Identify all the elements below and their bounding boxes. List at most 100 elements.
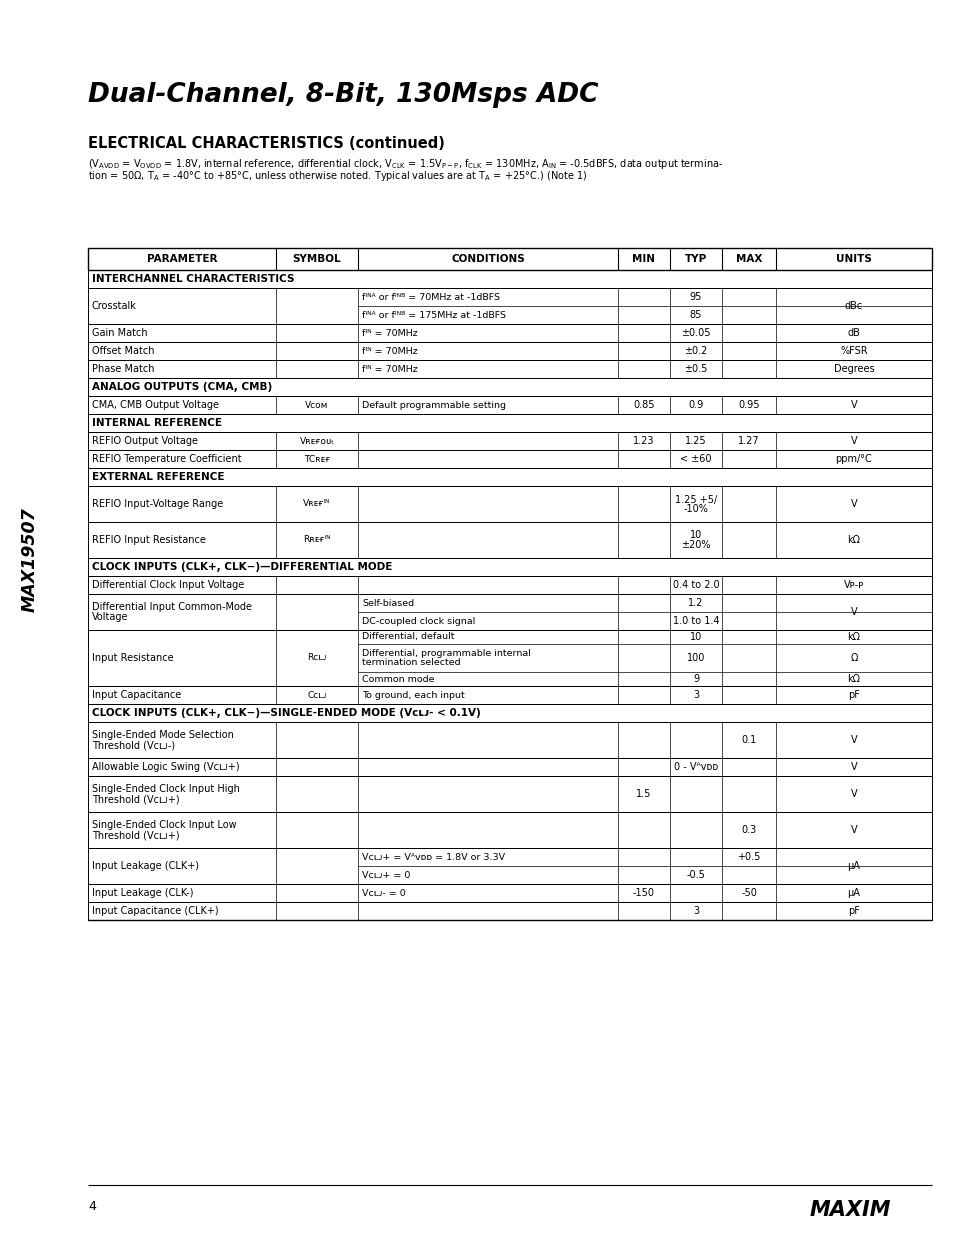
Bar [88,359,931,378]
Text: MAXIM: MAXIM [808,1200,890,1220]
Text: Differential Clock Input Voltage: Differential Clock Input Voltage [91,580,244,590]
Text: CMA, CMB Output Voltage: CMA, CMB Output Voltage [91,400,219,410]
Text: Degrees: Degrees [833,364,873,374]
Text: CONDITIONS: CONDITIONS [451,254,524,264]
Text: Differential, programmable internal: Differential, programmable internal [361,650,530,658]
Text: Single-Ended Clock Input Low: Single-Ended Clock Input Low [91,820,236,830]
Text: 0.9: 0.9 [688,400,703,410]
Text: Self-biased: Self-biased [361,599,414,608]
Text: ±0.05: ±0.05 [680,329,710,338]
Text: V: V [850,436,857,446]
Bar [88,270,931,288]
Text: MIN: MIN [632,254,655,264]
Text: INTERNAL REFERENCE: INTERNAL REFERENCE [91,417,222,429]
Text: 0.1: 0.1 [740,735,756,745]
Text: Vᴄʟᴊ+ = Vᴬᴠᴅᴅ = 1.8V or 3.3V: Vᴄʟᴊ+ = Vᴬᴠᴅᴅ = 1.8V or 3.3V [361,852,504,862]
Text: CLOCK INPUTS (CLK+, CLK−)—SINGLE-ENDED MODE (Vᴄʟᴊ- < 0.1V): CLOCK INPUTS (CLK+, CLK−)—SINGLE-ENDED M… [91,708,480,718]
Bar [88,450,931,468]
Bar [88,811,931,848]
Bar [88,594,931,630]
Text: V: V [850,735,857,745]
Bar [88,522,931,558]
Text: tion = 50$\Omega$, T$_{\mathregular{A}}$ = -40°C to +85°C, unless otherwise note: tion = 50$\Omega$, T$_{\mathregular{A}}$… [88,169,587,183]
Text: REFIO Input Resistance: REFIO Input Resistance [91,535,206,545]
Text: 1.23: 1.23 [633,436,654,446]
Text: -10%: -10% [683,504,708,514]
Text: Vʀᴇғᴵᴺ: Vʀᴇғᴵᴺ [303,499,331,509]
Text: 0 - Vᴬᴠᴅᴅ: 0 - Vᴬᴠᴅᴅ [673,762,718,772]
Text: TYP: TYP [684,254,706,264]
Text: Vᴘ-ᴘ: Vᴘ-ᴘ [842,580,863,590]
Text: %FSR: %FSR [840,346,867,356]
Text: μA: μA [846,888,860,898]
Text: UNITS: UNITS [835,254,871,264]
Text: 4: 4 [88,1200,95,1213]
Bar [88,342,931,359]
Text: 10: 10 [689,531,701,541]
Text: ±0.5: ±0.5 [683,364,707,374]
Text: ANALOG OUTPUTS (CMA, CMB): ANALOG OUTPUTS (CMA, CMB) [91,382,272,391]
Text: V: V [850,606,857,618]
Text: Differential, default: Differential, default [361,632,454,641]
Bar [88,378,931,396]
Text: Input Capacitance: Input Capacitance [91,690,181,700]
Text: ppm/°C: ppm/°C [835,454,871,464]
Text: EXTERNAL REFERENCE: EXTERNAL REFERENCE [91,472,224,482]
Text: REFIO Input-Voltage Range: REFIO Input-Voltage Range [91,499,223,509]
Text: MAX: MAX [735,254,761,264]
Text: μA: μA [846,861,860,871]
Text: ±0.2: ±0.2 [683,346,707,356]
Text: Threshold (Vᴄʟᴊ-): Threshold (Vᴄʟᴊ-) [91,740,175,750]
Text: Allowable Logic Swing (Vᴄʟᴊ+): Allowable Logic Swing (Vᴄʟᴊ+) [91,762,239,772]
Text: -0.5: -0.5 [686,869,704,881]
Text: 0.95: 0.95 [738,400,759,410]
Text: kΩ: kΩ [846,632,860,642]
Text: kΩ: kΩ [846,674,860,684]
Bar [88,758,931,776]
Text: Voltage: Voltage [91,613,129,622]
Bar [88,414,931,432]
Text: Input Leakage (CLK+): Input Leakage (CLK+) [91,861,199,871]
Text: fᴵᴺ = 70MHz: fᴵᴺ = 70MHz [361,364,417,373]
Text: dBc: dBc [844,301,862,311]
Text: Input Leakage (CLK-): Input Leakage (CLK-) [91,888,193,898]
Text: termination selected: termination selected [361,658,460,667]
Text: (V$_{\mathregular{AVDD}}$ = V$_{\mathregular{OVDD}}$ = 1.8V, internal reference,: (V$_{\mathregular{AVDD}}$ = V$_{\mathreg… [88,157,722,170]
Bar [88,722,931,758]
Text: fᴵᴺᴬ or fᴵᴺᴮ = 175MHz at -1dBFS: fᴵᴺᴬ or fᴵᴺᴮ = 175MHz at -1dBFS [361,310,505,320]
Text: Crosstalk: Crosstalk [91,301,136,311]
Bar [88,288,931,324]
Text: ELECTRICAL CHARACTERISTICS (continued): ELECTRICAL CHARACTERISTICS (continued) [88,136,444,151]
Bar [88,432,931,450]
Bar [88,685,931,704]
Text: 3: 3 [692,906,699,916]
Text: MAX19507: MAX19507 [21,508,39,613]
Text: dB: dB [846,329,860,338]
Text: 95: 95 [689,291,701,303]
Text: kΩ: kΩ [846,535,860,545]
Bar [88,487,931,522]
Text: 100: 100 [686,653,704,663]
Text: V: V [850,825,857,835]
Text: Threshold (Vᴄʟᴊ+): Threshold (Vᴄʟᴊ+) [91,794,179,804]
Text: Ω: Ω [849,653,857,663]
Bar [88,324,931,342]
Text: 1.2: 1.2 [688,598,703,608]
Text: -150: -150 [633,888,655,898]
Text: DC-coupled clock signal: DC-coupled clock signal [361,616,475,625]
Text: 0.3: 0.3 [740,825,756,835]
Bar [88,558,931,576]
Bar [88,902,931,920]
Bar [88,630,931,685]
Text: V: V [850,762,857,772]
Text: Vʀᴇғᴏᴜₜ: Vʀᴇғᴏᴜₜ [299,436,335,446]
Text: PARAMETER: PARAMETER [147,254,217,264]
Text: Vᴄᴏᴍ: Vᴄᴏᴍ [305,400,329,410]
Text: 1.0 to 1.4: 1.0 to 1.4 [672,616,719,626]
Text: 0.4 to 2.0: 0.4 to 2.0 [672,580,719,590]
Bar [88,848,931,884]
Text: Dual-Channel, 8-Bit, 130Msps ADC: Dual-Channel, 8-Bit, 130Msps ADC [88,82,598,107]
Text: Single-Ended Clock Input High: Single-Ended Clock Input High [91,784,239,794]
Text: Default programmable setting: Default programmable setting [361,400,505,410]
Text: fᴵᴺ = 70MHz: fᴵᴺ = 70MHz [361,347,417,356]
